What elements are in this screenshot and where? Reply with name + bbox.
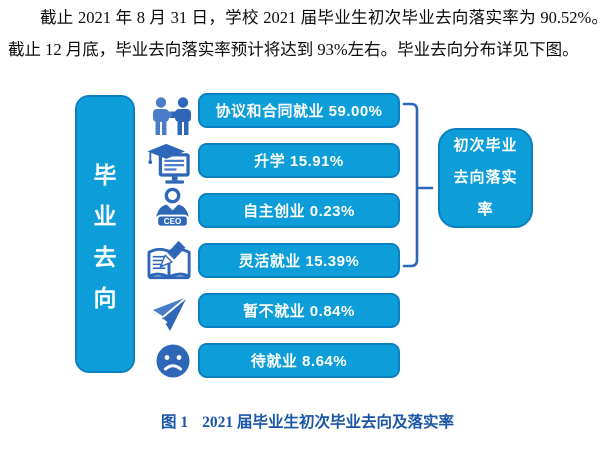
figure-caption: 图 1 2021 届毕业生初次毕业去向及落实率 xyxy=(0,410,615,432)
ceo-person-icon: CEO xyxy=(153,187,192,228)
paper-plane-icon xyxy=(151,295,189,333)
bar-label: 自主创业 0.23% xyxy=(243,203,355,220)
destination-figure: 毕业去向 协议和合同就业 59.00% xyxy=(75,93,533,378)
ceo-badge-text: CEO xyxy=(164,217,182,226)
intro-paragraph: 截止 2021 年 8 月 31 日，学校 2021 届毕业生初次毕业去向落实率… xyxy=(8,8,608,59)
bar-flexible-employment: 灵活就业 15.39% xyxy=(198,243,400,278)
sad-face-icon xyxy=(156,344,190,378)
bar-label: 升学 15.91% xyxy=(254,153,344,170)
summary-rate-box: 初次毕业 去向落实 率 xyxy=(438,128,533,228)
summary-line: 率 xyxy=(477,201,494,218)
grouping-bracket xyxy=(402,102,434,268)
bar-awaiting-employment: 待就业 8.64% xyxy=(198,343,400,378)
graduation-monitor-icon xyxy=(146,141,194,186)
bar-label: 协议和合同就业 59.00% xyxy=(215,103,383,120)
bar-not-employed-yet: 暂不就业 0.84% xyxy=(198,293,400,328)
bar-label: 灵活就业 15.39% xyxy=(238,253,360,270)
figure-caption-text: 2021 届毕业生初次毕业去向及落实率 xyxy=(202,414,455,431)
handshake-icon xyxy=(149,96,195,136)
side-label-bar: 毕业去向 xyxy=(75,95,135,373)
bar-further-study: 升学 15.91% xyxy=(198,143,400,178)
book-pencil-icon xyxy=(147,239,193,283)
summary-line: 去向落实 xyxy=(453,169,518,186)
bar-label: 暂不就业 0.84% xyxy=(243,303,355,320)
bar-agreement-contract-employment: 协议和合同就业 59.00% xyxy=(198,93,400,128)
bar-label: 待就业 8.64% xyxy=(250,353,348,370)
summary-line: 初次毕业 xyxy=(453,137,518,154)
figure-number: 图 1 xyxy=(160,414,189,431)
bar-self-employment: 自主创业 0.23% xyxy=(198,193,400,228)
